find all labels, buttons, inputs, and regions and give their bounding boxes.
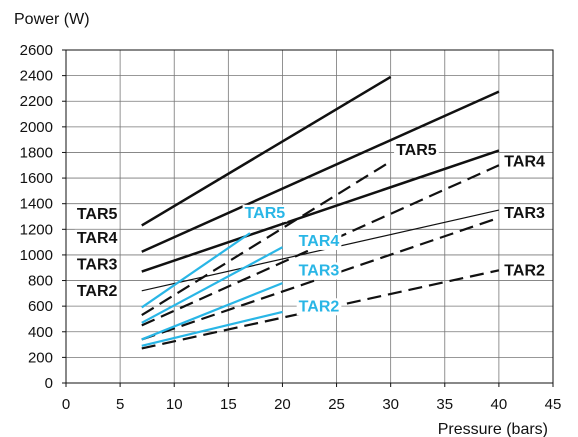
series-label-bg	[74, 206, 120, 224]
series-label-bg	[74, 256, 120, 274]
y-tick-label: 1000	[20, 247, 53, 264]
y-tick-label: 2000	[20, 119, 53, 136]
y-tick-label: 400	[28, 324, 53, 341]
series-label-bg	[296, 262, 342, 280]
x-tick-labels: 0 5 10 15 20 25 30 35 40 45	[62, 383, 562, 413]
series-label-tar5-blue: TAR5	[245, 205, 286, 222]
y-tick-label: 1200	[20, 221, 53, 238]
x-tick-label: 10	[166, 396, 183, 413]
series-label-bg	[502, 153, 547, 171]
series-line-tar5-black-solid	[141, 75, 392, 227]
series-labels: TAR5 TAR4 TAR3 TAR2 TAR5 TAR4 TAR3 TAR2 TAR5 TAR4…	[74, 142, 547, 316]
y-tick-label: 200	[28, 349, 53, 366]
y-tick-label: 800	[28, 273, 53, 290]
series-label-bg	[394, 142, 439, 160]
series-label-tar3-black: TAR3	[504, 205, 545, 222]
series-label-tar5-black: TAR5	[396, 142, 437, 159]
x-tick-label: 0	[62, 396, 70, 413]
series-label-tar4-black: TAR4	[77, 230, 118, 247]
x-tick-label: 45	[545, 396, 562, 413]
series-label-tar2-black: TAR2	[77, 283, 118, 300]
x-tick-label: 15	[220, 396, 237, 413]
series-line-tar3-blue-solid	[141, 282, 283, 341]
series-line-tar2-black-dashed	[141, 269, 500, 350]
y-tick-label: 1400	[20, 196, 53, 213]
x-tick-label: 20	[274, 396, 291, 413]
series-label-tar3-black: TAR3	[77, 257, 118, 274]
series-label-tar2-blue: TAR2	[299, 298, 340, 315]
y-tick-label: 600	[28, 298, 53, 315]
series-line-tar5-blue-solid	[141, 232, 251, 309]
x-tick-label: 25	[328, 396, 345, 413]
x-axis-title: Pressure (bars)	[438, 421, 548, 437]
series-label-bg	[74, 282, 120, 300]
plot-frame	[65, 49, 554, 384]
y-tick-label: 2200	[20, 93, 53, 110]
series-label-bg	[242, 204, 288, 222]
series-label-bg	[502, 262, 547, 280]
series-label-tar3-blue: TAR3	[299, 262, 340, 279]
series-line-tar5-black-dashed	[141, 160, 392, 317]
series-line-tar4-blue-solid	[141, 246, 283, 324]
series-label-tar2-black: TAR2	[504, 262, 545, 279]
y-tick-label: 1600	[20, 170, 53, 187]
y-axis-title: Power (W)	[14, 11, 90, 28]
series-lines	[141, 75, 500, 350]
series-label-bg	[296, 232, 342, 250]
y-tick-labels: 0 200 400 600 800 1000 1200 1400 1600 1800 2000 220…	[20, 42, 66, 392]
series-label-bg	[502, 204, 547, 222]
series-label-bg	[74, 229, 120, 247]
series-line-tar2-blue-solid	[141, 310, 283, 347]
series-line-tar3-black-solid	[141, 149, 500, 273]
y-tick-label: 0	[45, 375, 53, 392]
y-tick-label: 1800	[20, 144, 53, 161]
y-tick-label: 2600	[20, 42, 53, 59]
x-tick-label: 40	[491, 396, 508, 413]
series-line-tar4-black-solid	[141, 90, 500, 253]
series-label-bg	[296, 298, 342, 316]
x-tick-label: 5	[116, 396, 124, 413]
x-tick-label: 35	[436, 396, 453, 413]
y-tick-label: 2400	[20, 68, 53, 85]
series-label-tar4-black: TAR4	[504, 154, 545, 171]
x-tick-label: 30	[382, 396, 399, 413]
series-label-tar4-blue: TAR4	[299, 233, 340, 250]
series-label-tar5-black: TAR5	[77, 206, 118, 223]
